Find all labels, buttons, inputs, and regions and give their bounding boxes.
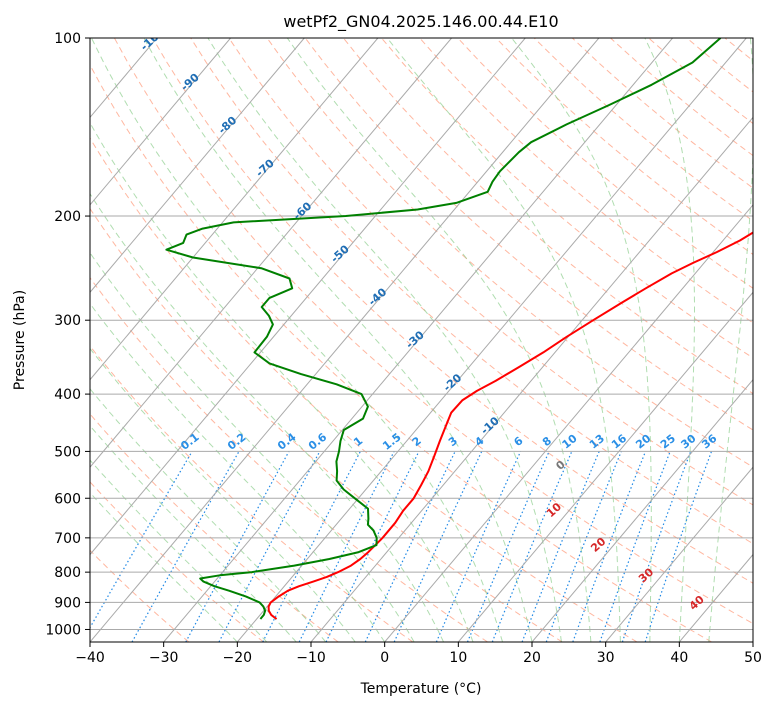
dry-adiabat-line [90,345,414,642]
mixing-ratio-line [621,451,692,642]
moist-adiabat-line [644,38,695,642]
moist-adiabat-line [511,38,652,642]
isotherm-line [163,38,673,642]
moist-adiabat-line [90,347,356,642]
mixing-ratio-line [521,451,600,642]
dry-adiabat-line [90,137,638,642]
profile-series [165,38,753,620]
isobar-gridlines [90,38,753,630]
mixing-ratio-line [545,451,622,642]
x-tick-label: −30 [149,650,179,666]
isotherm-line [384,204,753,642]
dry-adiabat-line [457,38,753,289]
y-tick-label: 200 [54,209,81,225]
moist-adiabat-line [286,38,592,642]
y-axis-ticks: 100 200 300 400 500 600 700 800 900 1000 [45,31,90,638]
x-tick-label: 20 [523,650,541,666]
isotherm-gridlines [90,38,753,642]
moist-adiabat-line [708,38,753,642]
x-tick-label: 10 [449,650,467,666]
temperature-profile [267,231,753,620]
y-tick-label: 700 [54,531,81,547]
mixing-ratio-line [262,451,361,642]
mixing-ratio-line [599,451,671,642]
plot-frame [89,37,754,643]
moist-adiabat-line [90,388,327,642]
dewpoint-profile [165,38,722,620]
dry-adiabat-line [90,64,712,642]
x-tick-label: −40 [75,650,105,666]
mixing-ratio-line [298,451,395,642]
isotherm-line [605,466,753,642]
moist-adiabat-line [207,38,562,642]
moist-adiabat-line [90,192,445,642]
dry-adiabat-line [152,38,753,584]
y-tick-label: 400 [54,387,81,403]
isotherm-line [90,38,379,381]
y-tick-label: 100 [54,31,81,47]
dry-adiabat-line [113,38,753,625]
x-tick-label: −10 [296,650,326,666]
mixing-ratio-line [218,451,321,642]
isotherm-line [90,38,452,468]
y-tick-label: 500 [54,444,81,460]
mixing-ratio-line [435,451,522,642]
isotherm-line [310,116,753,642]
chart-title: wetPf2_GN04.2025.146.00.44.E10 [283,12,558,32]
isotherm-line [90,38,526,556]
x-axis-ticks: −40 −30 −20 −10 0 10 20 30 40 50 [75,642,762,666]
dry-adiabat-line [419,38,753,324]
isotherm-line [90,38,231,206]
moist-adiabat-line [90,302,386,642]
y-tick-label: 800 [54,565,81,581]
mixing-ratio-line [572,451,647,642]
y-axis-title: Pressure (hPa) [12,290,28,390]
mixing-ratio-line [466,451,550,642]
moist-adiabat-line [386,38,621,642]
isotherm-line [90,38,305,294]
dry-adiabat-line [90,276,488,642]
x-tick-label: 40 [670,650,688,666]
isotherm-line [457,291,753,642]
x-tick-label: 50 [744,650,762,666]
dry-adiabat-line [266,38,753,468]
y-tick-label: 300 [54,313,81,329]
moist-adiabat-line [90,251,415,642]
moist-adiabat-line [143,38,533,642]
dry-adiabat-line [90,207,563,642]
moist-adiabats [90,38,753,642]
y-tick-label: 900 [54,595,81,611]
y-tick-label: 1000 [45,622,81,638]
moist-adiabat-line [90,121,474,642]
x-tick-label: 30 [597,650,615,666]
isotherm-line [236,38,747,642]
isotherm-line [90,38,600,642]
isotherm-line [531,378,753,642]
dry-adiabat-line [90,549,190,642]
x-tick-label: −20 [223,650,253,666]
moist-adiabat-line [91,38,503,642]
y-tick-label: 600 [54,491,81,507]
mixing-ratio-line [185,451,290,642]
x-tick-label: 0 [380,650,389,666]
mixing-ratio-line [644,451,713,642]
x-axis-title: Temperature (°C) [360,681,482,697]
